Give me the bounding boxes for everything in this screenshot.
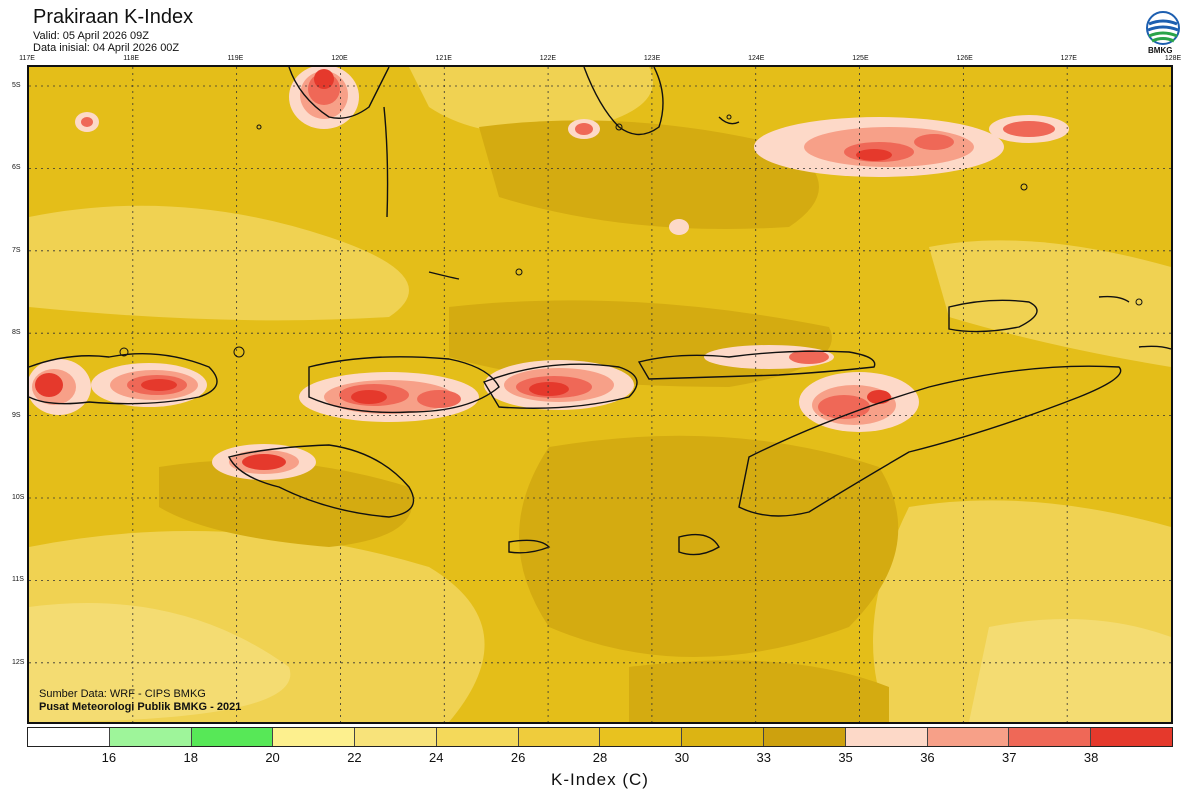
map-title: Prakiraan K-Index xyxy=(33,6,194,28)
coastline-timor xyxy=(738,365,1122,517)
high-kindex-cell xyxy=(289,67,359,129)
credit-source: Sumber Data: WRF - CIPS BMKG xyxy=(39,688,206,700)
legend-color-cell xyxy=(927,728,1010,746)
legend-tick-label: 24 xyxy=(429,750,444,765)
coastline-sulawesi-south xyxy=(288,67,390,119)
high-kindex-cell xyxy=(75,112,99,132)
latitude-label: 10S xyxy=(12,494,25,501)
coastline-flores-west xyxy=(308,356,500,414)
legend-tick-label: 26 xyxy=(510,750,526,765)
high-kindex-cell xyxy=(669,219,689,235)
longitude-label: 125E xyxy=(852,55,869,62)
legend-tick-label: 20 xyxy=(265,750,280,765)
coastlines xyxy=(29,67,1171,556)
high-field-region xyxy=(479,120,819,229)
high-field-region xyxy=(519,435,899,657)
coastline-savu xyxy=(508,539,551,554)
legend-color-cell xyxy=(273,728,356,746)
legend-color-cell xyxy=(355,728,437,746)
low-field-region xyxy=(969,619,1171,722)
legend-color-cell xyxy=(845,728,928,746)
longitude-label: 124E xyxy=(748,55,765,62)
legend-title: K-Index (C) xyxy=(551,770,649,789)
credit-center: Pusat Meteorologi Publik BMKG - 2021 xyxy=(39,701,242,713)
logo-text: BMKG xyxy=(1148,46,1173,55)
color-legend xyxy=(27,727,1173,747)
latitude-label: 8S xyxy=(12,329,21,337)
legend-tick-label: 36 xyxy=(920,750,935,765)
map-canvas xyxy=(29,67,1171,722)
coastline-selayar xyxy=(383,106,389,218)
legend-tick-label: 38 xyxy=(1083,750,1099,765)
legend-color-cell xyxy=(600,728,683,746)
coastline-sumbawa-lombok xyxy=(29,352,218,405)
gridlines xyxy=(29,67,1171,722)
legend-tick-label: 37 xyxy=(1002,750,1017,765)
high-field-region xyxy=(159,460,413,547)
low-field-region xyxy=(29,205,409,321)
high-kindex-cell xyxy=(212,444,316,480)
coastline-tukangbesi xyxy=(718,116,740,125)
low-field-region xyxy=(29,603,291,722)
coastline-flores xyxy=(482,363,638,409)
longitude-label: 118E xyxy=(123,55,140,62)
bmkg-logo-icon xyxy=(1146,11,1180,45)
coastline-tanimbar xyxy=(948,299,1038,333)
coastline-rote-savu xyxy=(678,533,720,556)
coastline-kalao xyxy=(428,271,460,280)
longitude-label: 127E xyxy=(1060,55,1077,62)
longitude-label: 121E xyxy=(435,55,452,62)
longitude-label: 122E xyxy=(539,55,557,62)
low-field-region xyxy=(409,67,653,134)
longitude-label: 120E xyxy=(331,55,348,62)
valid-time: Valid: 05 April 2026 09Z xyxy=(33,30,149,42)
high-kindex-cell xyxy=(299,372,479,422)
legend-tick-label: 30 xyxy=(674,750,690,765)
longitude-label: 119E xyxy=(227,55,244,62)
longitude-label: 128E xyxy=(1164,55,1182,62)
legend-color-cell xyxy=(28,728,110,746)
longitude-label: 117E xyxy=(19,55,35,62)
legend-tick-label: 35 xyxy=(838,750,853,765)
legend-tick-label: 22 xyxy=(347,750,362,765)
legend-color-cell xyxy=(764,728,846,746)
high-kindex-cell xyxy=(484,360,634,410)
high-kindex-cell xyxy=(799,372,919,432)
legend-tick-label: 18 xyxy=(183,750,198,765)
high-kindex-cell xyxy=(754,117,1004,177)
latitude-label: 12S xyxy=(12,658,25,666)
k-index-map: Sumber Data: WRF - CIPS BMKG Pusat Meteo… xyxy=(27,65,1173,724)
legend-tick-label: 28 xyxy=(592,750,608,765)
legend-color-cell xyxy=(682,728,765,746)
high-kindex-cell xyxy=(989,115,1069,143)
legend-color-cell xyxy=(1009,728,1092,746)
coastline-buton xyxy=(583,67,664,136)
legend-color-cell xyxy=(518,728,601,746)
latitude-label: 6S xyxy=(12,164,21,172)
latitude-label: 11S xyxy=(12,576,24,584)
coastline-sumba xyxy=(227,444,415,518)
longitude-label: 123E xyxy=(643,55,661,62)
legend-tick-label: 16 xyxy=(101,750,117,765)
high-kindex-cell xyxy=(91,363,207,407)
latitude-label: 5S xyxy=(12,82,21,89)
credits: Sumber Data: WRF - CIPS BMKG Pusat Meteo… xyxy=(39,688,241,714)
coastline-alor-islands xyxy=(637,350,876,380)
small-islands xyxy=(119,114,1143,358)
legend-color-cell xyxy=(436,728,519,746)
coastline-east xyxy=(1138,345,1171,350)
low-field-region xyxy=(929,240,1171,367)
high-field-region xyxy=(629,660,889,722)
legend-tick-label: 33 xyxy=(756,750,771,765)
legend-color-cell xyxy=(109,728,192,746)
latitude-label: 7S xyxy=(12,246,21,254)
latitude-label: 9S xyxy=(12,411,21,419)
longitude-label: 126E xyxy=(956,55,973,62)
legend-color-cell xyxy=(1091,728,1172,746)
init-time: Data inisial: 04 April 2026 00Z xyxy=(33,42,180,54)
coastline-wetar xyxy=(1098,295,1130,303)
legend-color-cell xyxy=(191,728,274,746)
high-kindex-cell xyxy=(29,359,91,415)
high-kindex-cell xyxy=(568,119,600,139)
